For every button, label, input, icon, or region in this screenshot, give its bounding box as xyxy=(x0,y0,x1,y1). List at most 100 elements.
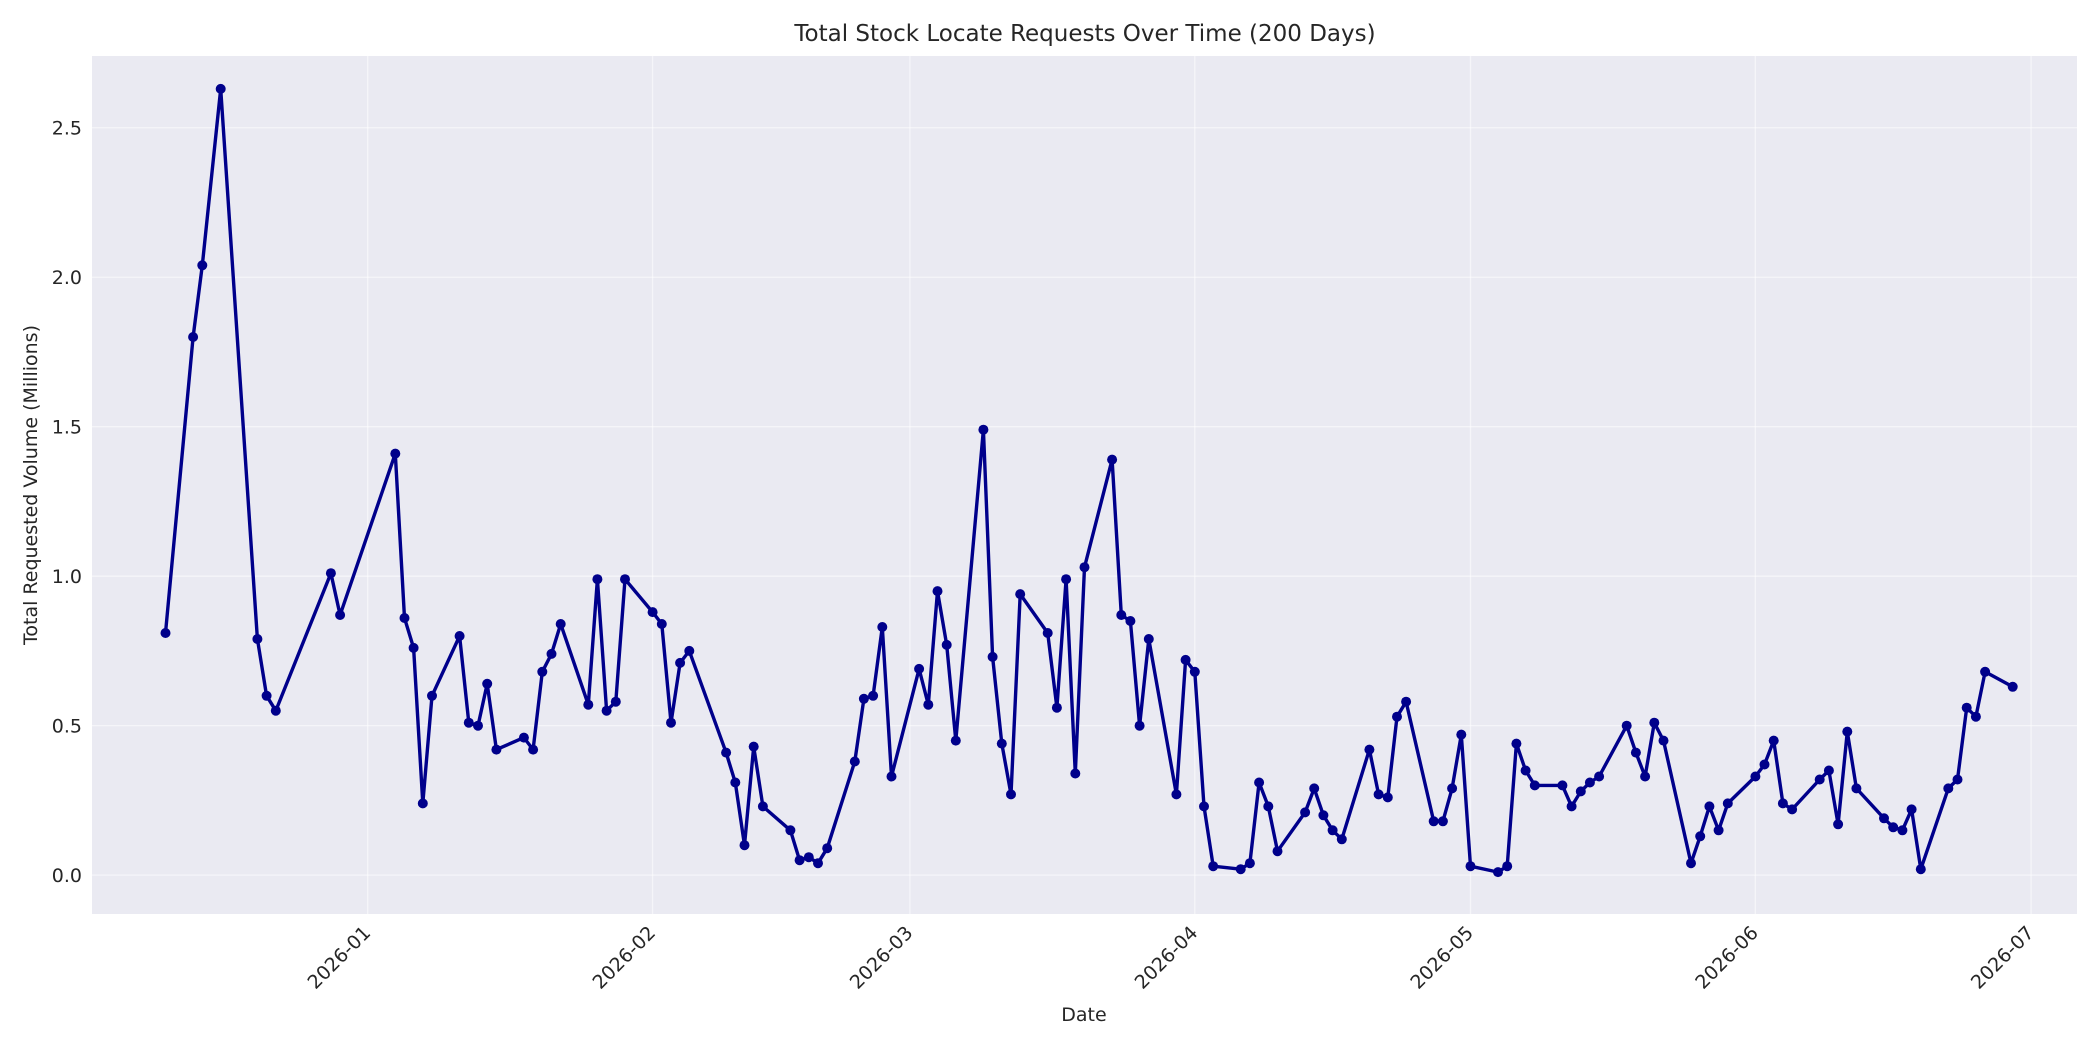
data-point xyxy=(546,648,557,659)
data-point xyxy=(1392,711,1402,722)
data-point xyxy=(417,798,428,809)
data-point xyxy=(886,771,897,782)
data-point xyxy=(1401,696,1412,707)
data-point xyxy=(1364,744,1375,755)
data-point xyxy=(1713,825,1724,836)
data-point xyxy=(1943,783,1954,794)
data-point xyxy=(1309,783,1320,794)
data-point xyxy=(1842,726,1853,737)
data-point xyxy=(1373,789,1384,800)
data-point xyxy=(1768,735,1779,746)
y-tick-label: 1.5 xyxy=(52,417,82,439)
data-point xyxy=(1070,768,1081,779)
data-point xyxy=(335,610,346,620)
y-tick-label: 2.0 xyxy=(52,267,82,289)
data-point xyxy=(868,690,879,701)
data-point xyxy=(1888,822,1899,833)
data-point xyxy=(592,574,603,585)
data-point xyxy=(1107,454,1118,465)
data-point xyxy=(1244,858,1255,869)
data-point xyxy=(647,607,658,618)
data-point xyxy=(1079,562,1090,573)
data-point xyxy=(877,622,888,632)
x-tick-label: 2026-06 xyxy=(1691,922,1763,994)
data-point xyxy=(950,735,961,746)
data-point xyxy=(188,332,199,342)
data-point xyxy=(1300,807,1311,818)
data-point xyxy=(1980,666,1991,677)
data-point xyxy=(427,690,437,701)
data-point xyxy=(555,619,566,629)
data-point xyxy=(666,717,676,728)
data-point xyxy=(1447,783,1458,794)
data-point xyxy=(537,666,548,677)
data-point xyxy=(858,693,869,704)
data-point xyxy=(1428,816,1439,827)
data-point xyxy=(601,705,612,716)
data-point xyxy=(1833,819,1844,830)
data-point xyxy=(1557,780,1568,791)
data-point xyxy=(261,690,272,701)
data-point xyxy=(1502,861,1513,872)
data-point xyxy=(1851,783,1862,794)
data-point xyxy=(1125,616,1136,626)
data-point xyxy=(473,720,483,731)
data-point xyxy=(1649,717,1660,728)
y-axis-ticks: 0.0 0.5 1.0 1.5 2.0 2.5 xyxy=(52,118,82,887)
data-point xyxy=(1640,771,1651,782)
data-point xyxy=(1263,801,1274,812)
data-point xyxy=(1116,610,1127,620)
chart-title: Total Stock Locate Requests Over Time (2… xyxy=(793,21,1375,47)
plot-area xyxy=(92,56,2077,914)
y-tick-label: 2.5 xyxy=(52,118,82,140)
y-tick-label: 0.0 xyxy=(52,865,82,887)
data-point xyxy=(1382,792,1393,803)
data-point xyxy=(1511,738,1522,749)
data-point xyxy=(941,639,952,650)
data-point xyxy=(932,586,943,597)
data-point xyxy=(813,858,823,869)
data-point xyxy=(721,747,732,758)
data-point xyxy=(583,699,594,710)
data-point xyxy=(1493,867,1503,878)
x-tick-label: 2026-07 xyxy=(1967,922,2039,994)
data-point xyxy=(2007,681,2018,692)
data-point xyxy=(252,634,263,644)
data-point xyxy=(1171,789,1182,800)
data-point xyxy=(1254,777,1265,788)
data-point xyxy=(1180,654,1191,665)
data-point xyxy=(1134,720,1145,731)
data-point xyxy=(1042,628,1053,638)
data-point xyxy=(197,260,208,271)
data-point xyxy=(454,631,465,641)
data-point xyxy=(923,699,934,710)
data-point xyxy=(491,744,502,755)
data-point xyxy=(160,628,171,638)
data-point xyxy=(1686,858,1696,869)
data-point xyxy=(1970,711,1981,722)
data-point xyxy=(1208,861,1219,872)
data-point xyxy=(1952,774,1963,785)
data-point xyxy=(1456,729,1467,740)
data-point xyxy=(785,825,796,836)
data-point xyxy=(620,574,630,585)
data-point xyxy=(1584,777,1595,788)
data-point xyxy=(987,651,998,662)
data-point xyxy=(1327,825,1338,836)
data-point xyxy=(1759,759,1770,770)
data-point xyxy=(1336,834,1347,845)
data-point xyxy=(656,619,667,629)
data-point xyxy=(1575,786,1586,797)
data-point xyxy=(1566,801,1577,812)
data-point xyxy=(1199,801,1209,812)
data-point xyxy=(684,645,695,656)
data-point xyxy=(1015,589,1026,600)
data-point xyxy=(1704,801,1715,812)
data-point xyxy=(914,663,925,674)
data-point xyxy=(822,843,833,854)
data-point xyxy=(996,738,1007,749)
data-point xyxy=(1814,774,1825,785)
series-layer xyxy=(160,83,2018,878)
data-point xyxy=(1630,747,1641,758)
